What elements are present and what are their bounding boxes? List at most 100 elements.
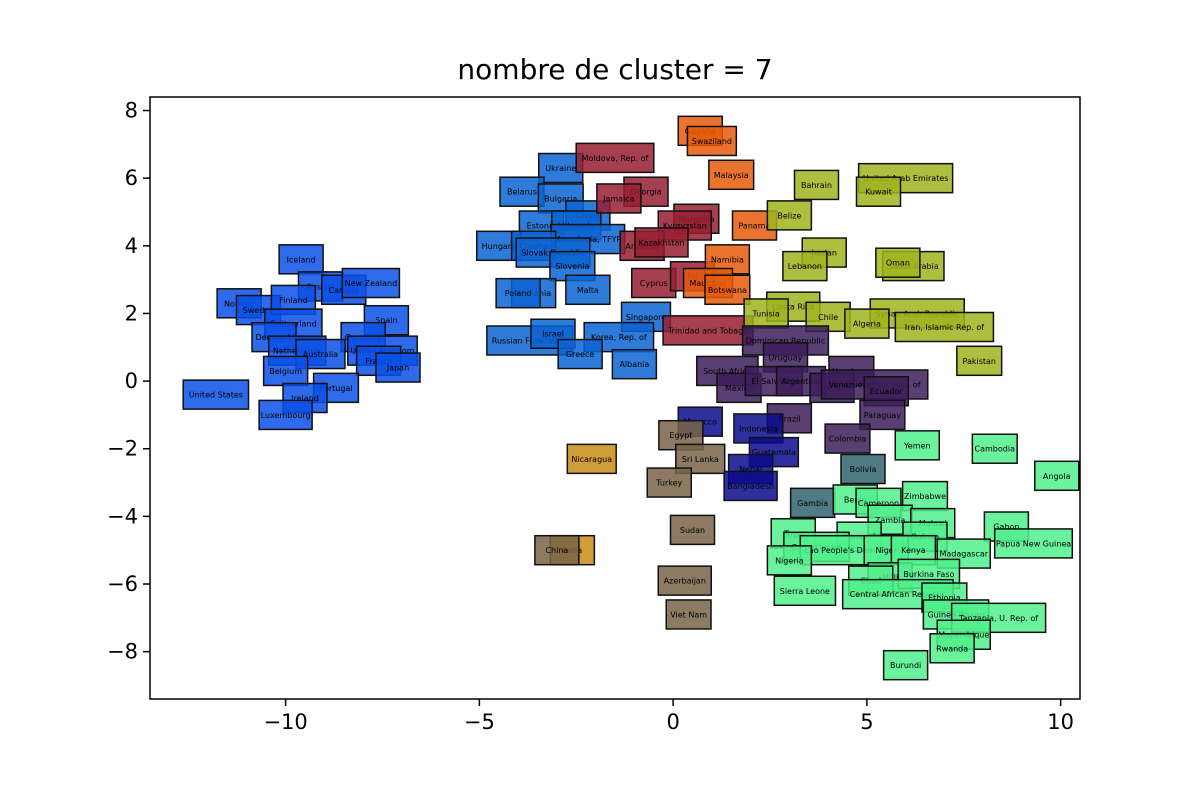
data-point: Oman — [875, 247, 921, 278]
data-point: Yemen — [894, 430, 940, 461]
data-point-label: Cameroon — [858, 499, 899, 508]
data-point-label: New Zealand — [345, 279, 398, 288]
y-tick-label: 8 — [125, 99, 138, 123]
chart-title: nombre de cluster = 7 — [457, 53, 772, 86]
data-point-label: Sudan — [680, 526, 705, 535]
data-point-label: Pakistan — [963, 357, 997, 366]
data-point-label: Estonia — [527, 222, 557, 231]
data-point-label: Nepal — [739, 465, 762, 474]
data-point-label: Guatemala — [752, 448, 796, 457]
x-tick-label: 5 — [860, 710, 873, 734]
data-point: Gambia — [789, 487, 836, 519]
data-point-label: Viet Nam — [670, 610, 707, 619]
data-point-box — [844, 308, 890, 339]
data-point-label: Ukraine — [545, 164, 576, 173]
data-point: Iceland — [278, 244, 324, 275]
data-point: Cambodia — [971, 433, 1018, 464]
data-point: Viet Nam — [665, 599, 712, 630]
y-tick-label: 0 — [125, 369, 138, 393]
data-point-label: Moldova, Rep. of — [582, 154, 649, 163]
data-point-label: Burundi — [890, 661, 921, 670]
data-point-label: Sri Lanka — [682, 455, 719, 464]
data-point-label: China — [545, 546, 568, 555]
data-point-box — [596, 183, 642, 214]
data-point-box — [258, 399, 313, 431]
data-point: Sierra Leone — [773, 575, 837, 607]
data-point-box — [375, 352, 421, 383]
data-point-label: Israel — [542, 330, 564, 339]
data-point-label: Iceland — [287, 255, 316, 264]
data-point-label: Finland — [279, 296, 308, 305]
data-point-box — [538, 152, 584, 184]
data-point-label: Cyprus — [640, 279, 668, 288]
data-point-label: Azerbaijan — [664, 577, 706, 586]
data-point: Luxembourg — [258, 399, 313, 431]
data-point: United States — [182, 379, 250, 410]
data-point-box — [704, 274, 751, 306]
y-tick-label: 4 — [125, 234, 138, 258]
data-point: Sudan — [669, 514, 716, 546]
data-point: Nigeria — [766, 545, 813, 576]
data-point-label: Kuwait — [865, 188, 892, 197]
data-point-label: Costa Rica — [772, 303, 814, 312]
data-point: Burundi — [882, 649, 929, 681]
data-point-label: Benin — [844, 495, 867, 504]
data-point-label: Greece — [566, 350, 595, 359]
data-point: Belarus — [499, 176, 545, 207]
data-point-label: Nicaragua — [571, 455, 612, 464]
data-point-label: Panama — [738, 222, 770, 231]
data-point-box — [901, 480, 949, 512]
plot-frame — [149, 96, 1081, 700]
data-point: Azerbaijan — [657, 565, 712, 596]
data-point: Malta — [565, 274, 611, 306]
data-point-label: Ecuador — [870, 387, 903, 396]
data-point: Namibia — [704, 244, 751, 275]
data-point: Poland — [495, 277, 541, 309]
data-point: Turkey — [646, 467, 692, 498]
data-point-label: Gambia — [797, 499, 828, 508]
data-point: Trinidad and Tobago — [662, 315, 754, 346]
data-point-label: Turkey — [655, 479, 682, 488]
data-point-label: Yemen — [903, 441, 931, 450]
data-point-label: Sierra Leone — [780, 587, 830, 596]
data-point-box — [793, 169, 840, 201]
data-point-label: Mexico — [725, 384, 753, 393]
data-point-label: United Arab Emirates — [863, 174, 949, 183]
y-axis: −8 −6 −4 −2 0 2 4 6 8 — [107, 99, 150, 664]
data-point: Cyprus — [631, 267, 677, 299]
data-point: Bangladesh — [723, 470, 778, 502]
data-point-label: El Salvador — [751, 377, 797, 386]
data-point-label: Belarus — [507, 188, 537, 197]
data-point-box — [894, 430, 940, 461]
data-point-box — [993, 528, 1074, 559]
data-point-label: Central African Republic — [850, 590, 946, 599]
data-point-label: Luxembourg — [261, 411, 311, 420]
data-point-label: Argentina — [781, 377, 820, 386]
data-point: Zimbabwe — [901, 480, 949, 512]
data-point-label: Kyrgyzstan — [663, 222, 707, 231]
data-point-label: Bulgaria — [544, 194, 577, 203]
data-point-label: Belize — [777, 211, 801, 220]
data-point-label: Iran, Islamic Rep. of — [905, 323, 984, 332]
data-point-box — [669, 514, 716, 546]
data-point: Pakistan — [956, 345, 1003, 377]
data-point-box — [566, 443, 617, 475]
data-point-label: Lao People's Dem. Rep. — [804, 546, 898, 555]
data-point-label: Indonesia — [739, 424, 778, 433]
data-point-label: Spain — [375, 316, 397, 325]
data-point-label: Korea, Rep. of — [591, 333, 647, 342]
y-tick-label: −4 — [107, 504, 138, 528]
data-point-label: Zambia — [875, 516, 905, 525]
data-point: Colombia — [824, 423, 871, 454]
data-point-label: Niger — [876, 546, 898, 555]
data-point-label: Albania — [619, 360, 649, 369]
data-point-label: Australia — [303, 350, 338, 359]
data-point-label: South Africa — [703, 367, 752, 376]
data-point-label: Russian Federation — [492, 337, 568, 346]
data-point: Botswana — [704, 274, 751, 306]
data-point-box — [748, 436, 800, 468]
data-point-label: Dominican Republic — [746, 337, 825, 346]
data-point-label: Poland — [505, 289, 532, 298]
data-point-box — [882, 649, 929, 681]
